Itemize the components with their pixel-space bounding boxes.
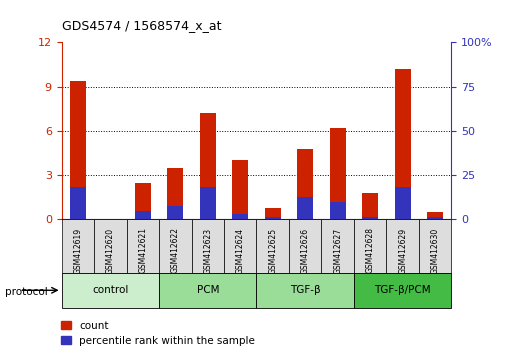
FancyBboxPatch shape <box>191 219 224 273</box>
Bar <box>329 202 346 219</box>
Bar <box>362 217 378 219</box>
Bar <box>256 273 354 308</box>
Legend: count, percentile rank within the sample: count, percentile rank within the sample <box>56 317 260 350</box>
FancyBboxPatch shape <box>386 219 419 273</box>
Bar <box>362 193 378 219</box>
Bar <box>427 212 443 219</box>
Bar <box>394 187 411 219</box>
Bar <box>329 128 346 219</box>
Text: GSM412620: GSM412620 <box>106 227 115 274</box>
Text: GSM412624: GSM412624 <box>236 227 245 274</box>
Text: GSM412630: GSM412630 <box>431 227 440 274</box>
FancyBboxPatch shape <box>159 219 191 273</box>
Bar <box>70 187 86 219</box>
Bar <box>200 113 216 219</box>
Text: GSM412623: GSM412623 <box>203 227 212 274</box>
Bar <box>427 217 443 219</box>
Bar <box>265 217 281 219</box>
Bar <box>297 198 313 219</box>
FancyBboxPatch shape <box>256 219 289 273</box>
Text: TGF-β/PCM: TGF-β/PCM <box>374 285 431 295</box>
Bar <box>200 187 216 219</box>
Text: GSM412629: GSM412629 <box>398 227 407 274</box>
Text: protocol: protocol <box>5 287 48 297</box>
Text: PCM: PCM <box>196 285 219 295</box>
Bar <box>394 69 411 219</box>
Text: GSM412627: GSM412627 <box>333 227 342 274</box>
Bar <box>297 149 313 219</box>
FancyBboxPatch shape <box>419 219 451 273</box>
Bar <box>354 273 451 308</box>
Bar <box>134 211 151 219</box>
Bar <box>232 160 248 219</box>
Bar <box>167 206 183 219</box>
FancyBboxPatch shape <box>289 219 322 273</box>
FancyBboxPatch shape <box>354 219 386 273</box>
Text: TGF-β: TGF-β <box>290 285 321 295</box>
Text: GSM412621: GSM412621 <box>139 227 147 273</box>
Text: control: control <box>92 285 128 295</box>
Bar <box>134 183 151 219</box>
Text: GSM412628: GSM412628 <box>366 227 374 273</box>
Text: GDS4574 / 1568574_x_at: GDS4574 / 1568574_x_at <box>62 19 221 32</box>
Bar <box>62 273 159 308</box>
Bar <box>70 81 86 219</box>
FancyBboxPatch shape <box>94 219 127 273</box>
Text: GSM412622: GSM412622 <box>171 227 180 273</box>
Bar <box>265 208 281 219</box>
Text: GSM412626: GSM412626 <box>301 227 310 274</box>
Bar <box>167 168 183 219</box>
Bar <box>232 213 248 219</box>
Text: GSM412619: GSM412619 <box>73 227 82 274</box>
Text: GSM412625: GSM412625 <box>268 227 277 274</box>
FancyBboxPatch shape <box>62 219 94 273</box>
FancyBboxPatch shape <box>322 219 354 273</box>
Bar <box>159 273 256 308</box>
FancyBboxPatch shape <box>224 219 256 273</box>
FancyBboxPatch shape <box>127 219 159 273</box>
